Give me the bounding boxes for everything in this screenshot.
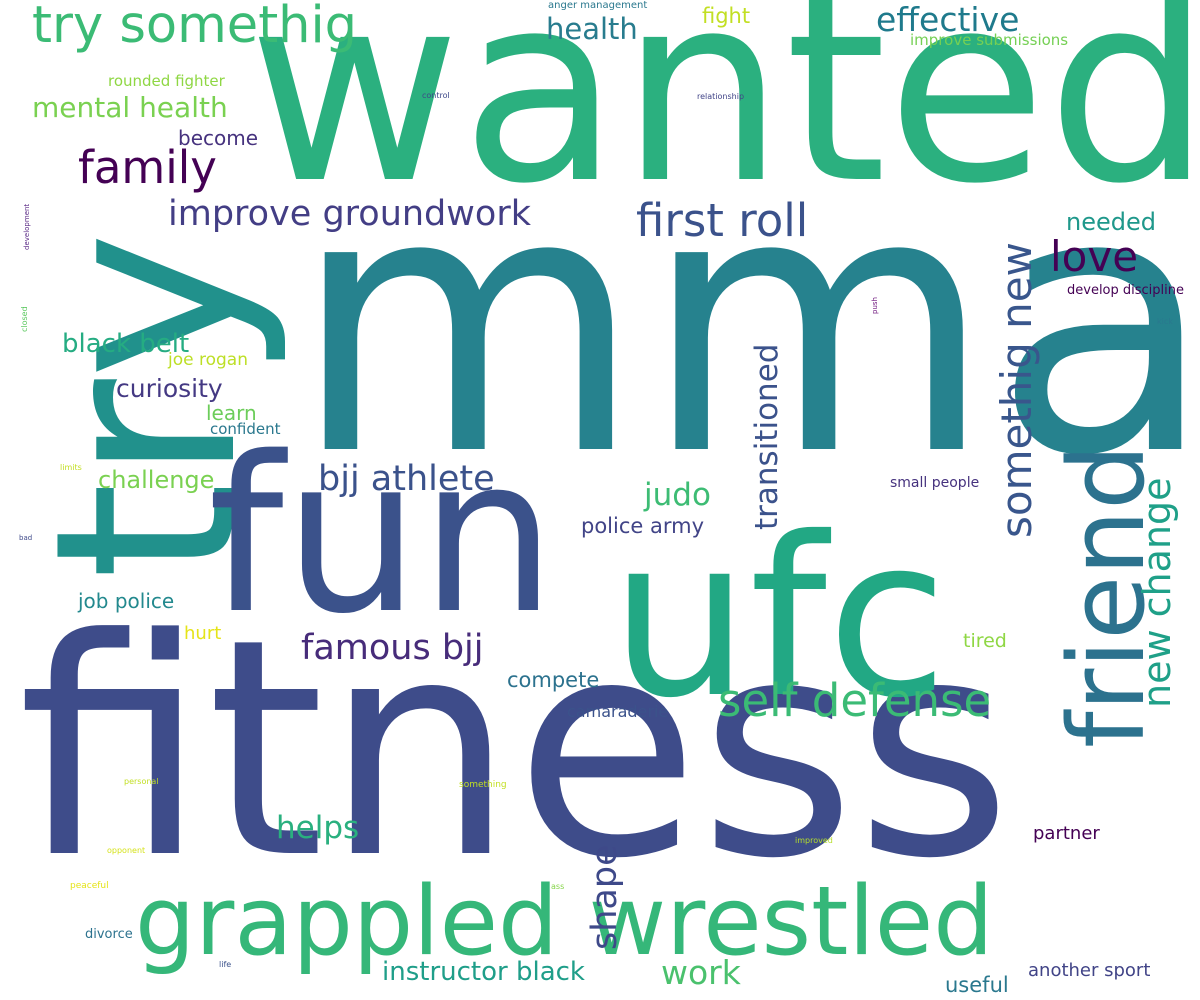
word-somethig-new: somethig new xyxy=(992,242,1041,538)
word-compete: compete xyxy=(507,668,600,692)
word-mental-health: mental health xyxy=(32,91,228,124)
word-improved: improved xyxy=(795,836,833,845)
word-effective: effective xyxy=(876,0,1020,39)
word-ass: ass xyxy=(551,882,565,891)
word-become: become xyxy=(178,126,259,150)
word-improve-submissions: improve submissions xyxy=(910,31,1069,49)
word-another-sport: another sport xyxy=(1028,960,1151,981)
word-love: love xyxy=(1050,232,1139,281)
word-divorce: divorce xyxy=(85,927,133,942)
word-small-people: small people xyxy=(890,475,980,491)
word-personal: personal xyxy=(124,777,159,786)
word-bad: bad xyxy=(19,534,33,542)
word-kick: kick xyxy=(1157,317,1173,326)
word-ufc: ufc xyxy=(610,490,948,746)
word-wanted: wanted xyxy=(248,0,1200,241)
word-work: work xyxy=(661,953,741,992)
word-helps: helps xyxy=(276,810,360,846)
word-peaceful: peaceful xyxy=(70,881,109,891)
word-develop-discipline: develop discipline xyxy=(1067,283,1184,298)
word-hurt: hurt xyxy=(184,623,222,644)
word-learn: learn xyxy=(206,401,257,425)
word-closed: closed xyxy=(20,306,29,332)
word-instructor-black: instructor black xyxy=(382,957,585,987)
word-improve-groundwork: improve groundwork xyxy=(168,194,531,234)
word-fitness: fitness xyxy=(18,575,1012,924)
word-health: health xyxy=(546,12,638,46)
word-anger-management: anger management xyxy=(548,0,648,11)
word-police-army: police army xyxy=(581,514,705,538)
word-confident: confident xyxy=(210,420,281,438)
word-black-belt: black belt xyxy=(62,329,190,359)
word-try-somethig: try somethig xyxy=(32,0,358,55)
word-tired: tired xyxy=(963,630,1007,652)
word-partner: partner xyxy=(1033,823,1100,844)
word-challenge: challenge xyxy=(98,466,215,494)
word-shape: shape xyxy=(585,844,625,950)
word-new-change: new change xyxy=(1135,477,1179,708)
word-bjj-athlete: bjj athlete xyxy=(318,459,495,499)
word-curiosity: curiosity xyxy=(116,374,223,403)
word-first-roll: first roll xyxy=(636,194,809,247)
word-development: development xyxy=(23,203,31,250)
word-rounded-fighter: rounded fighter xyxy=(108,72,225,90)
word-joe-rogan: joe rogan xyxy=(168,350,248,370)
word-opponent: opponent xyxy=(107,846,146,855)
word-something: something xyxy=(459,780,507,790)
word-grappled-wrestled: grappled wrestled xyxy=(135,867,994,977)
word-limits: limits xyxy=(60,463,82,472)
word-famous-bjj: famous bjj xyxy=(301,628,484,668)
word-fight: fight xyxy=(702,4,751,28)
word-self-defense: self defense xyxy=(718,674,992,727)
word-transitioned: transitioned xyxy=(749,343,785,530)
word-life: life xyxy=(219,960,232,969)
word-control: control xyxy=(422,91,450,100)
word-fun: fun xyxy=(208,410,557,661)
word-judo: judo xyxy=(644,477,711,513)
word-family: family xyxy=(78,141,217,194)
word-job-police: job police xyxy=(78,589,175,613)
word-push: push xyxy=(871,297,879,314)
word-relationship: relationship xyxy=(697,92,745,101)
word-useful: useful xyxy=(945,973,1009,997)
word-camaraderie: camaraderie xyxy=(567,702,669,721)
word-mma: mma xyxy=(292,115,1200,534)
word-needed: needed xyxy=(1066,208,1156,236)
